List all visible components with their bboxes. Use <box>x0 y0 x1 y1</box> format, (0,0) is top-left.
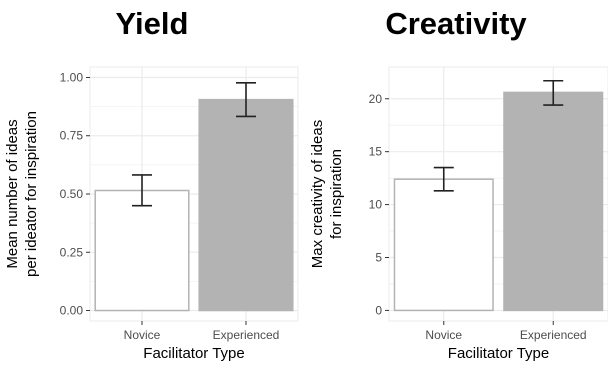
error-bar <box>543 79 564 106</box>
y-tick-label: 10 <box>369 198 383 212</box>
chart-title: Yield <box>115 6 189 41</box>
creativity-panel: Creativity 0 5 10 15 20 Novice Experienced Faci… <box>304 0 608 368</box>
bar-novice <box>393 178 494 312</box>
y-tick-label: 0.75 <box>60 129 84 143</box>
bar-experienced <box>198 98 294 312</box>
y-axis-title: Mean number of ideas <box>4 119 21 268</box>
bar-experienced <box>503 91 604 312</box>
y-tick-label: 0.25 <box>60 245 84 259</box>
y-tick-label: 20 <box>369 92 383 106</box>
chart-title: Creativity <box>385 6 527 41</box>
y-tick-label: 0.00 <box>60 304 84 318</box>
error-bar <box>433 166 454 192</box>
x-tick-label: Experienced <box>520 328 587 342</box>
yield-chart: 0.00 0.25 0.50 0.75 1.00 Novice Experienced Fac… <box>4 66 299 362</box>
error-bar <box>236 82 256 118</box>
y-axis-title: per ideator for inspiration <box>23 111 40 277</box>
creativity-chart: 0 5 10 15 20 Novice Experienced Facilitator Typ… <box>309 66 608 362</box>
bar-novice <box>94 189 190 312</box>
y-tick-label: 5 <box>375 251 382 265</box>
error-bar <box>132 174 152 207</box>
x-tick-label: Novice <box>124 328 161 342</box>
x-tick-label: Experienced <box>213 328 280 342</box>
y-tick-label: 0 <box>375 303 382 317</box>
x-tick-label: Novice <box>425 328 462 342</box>
yield-panel: Yield 0.00 0.25 0.50 0.75 1.00 Novice Experien… <box>4 6 299 362</box>
x-axis-title: Facilitator Type <box>143 345 244 362</box>
y-axis-title: for inspiration <box>328 149 345 239</box>
y-tick-label: 15 <box>369 145 383 159</box>
y-tick-label: 1.00 <box>60 70 84 84</box>
x-axis-title: Facilitator Type <box>448 345 549 362</box>
y-tick-label: 0.50 <box>60 187 84 201</box>
y-axis-title: Max creativity of ideas <box>309 120 326 268</box>
